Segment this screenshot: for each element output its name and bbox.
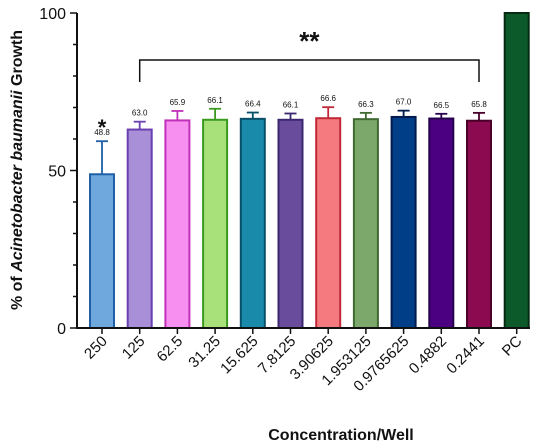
bar xyxy=(352,118,379,329)
data-label: 66.3 xyxy=(358,100,374,109)
significance-bracket-label: ** xyxy=(299,26,320,56)
y-axis-title-species: Acinetobacter baumanii xyxy=(9,90,26,273)
bar xyxy=(239,117,266,329)
bar xyxy=(202,118,229,329)
bar xyxy=(89,173,115,329)
bar xyxy=(126,128,153,329)
bar xyxy=(390,115,417,329)
labels-group: 48.8 63.0 65.9 66.1 66.4 66.1 66.6 66.3 67.0 66.5… xyxy=(94,26,487,140)
data-label: 65.9 xyxy=(170,98,186,107)
significance-bracket xyxy=(138,59,480,82)
data-label: 63.0 xyxy=(132,109,148,118)
x-tick-label: 125 xyxy=(119,333,149,363)
x-axis-title: Concentration/Well xyxy=(268,427,414,444)
y-tick-label: 0 xyxy=(57,321,66,338)
bar xyxy=(164,119,191,330)
bar xyxy=(428,117,455,330)
y-tick-label: 100 xyxy=(39,6,66,23)
y-tick-label: 50 xyxy=(48,164,66,181)
bar xyxy=(466,119,492,330)
significance-star: * xyxy=(98,115,107,140)
bar xyxy=(277,118,304,329)
x-tick-label: PC xyxy=(499,333,526,360)
y-axis-title: % of Acinetobacter baumanii Growth xyxy=(9,30,26,310)
data-label: 65.8 xyxy=(471,100,487,109)
data-label: 66.1 xyxy=(207,96,223,105)
data-label: 66.4 xyxy=(245,100,261,109)
data-label: 67.0 xyxy=(396,98,412,107)
data-label: 66.5 xyxy=(434,101,450,110)
data-label: 66.1 xyxy=(283,100,299,109)
data-label: 48.8 xyxy=(94,128,110,137)
bar xyxy=(315,117,342,329)
y-axis-title-suffix: Growth xyxy=(9,30,26,90)
x-tick-label: 250 xyxy=(81,333,111,363)
data-label: 66.6 xyxy=(320,94,336,103)
x-tick-label: 15.625 xyxy=(217,333,261,377)
x-tick-label: 0.2441 xyxy=(443,333,487,377)
x-tick-label: 0.4882 xyxy=(406,333,450,377)
y-axis-title-prefix: % of xyxy=(9,272,26,310)
bars-group xyxy=(89,12,530,330)
x-tick-label: 62.5 xyxy=(154,333,187,366)
bar xyxy=(503,12,530,329)
